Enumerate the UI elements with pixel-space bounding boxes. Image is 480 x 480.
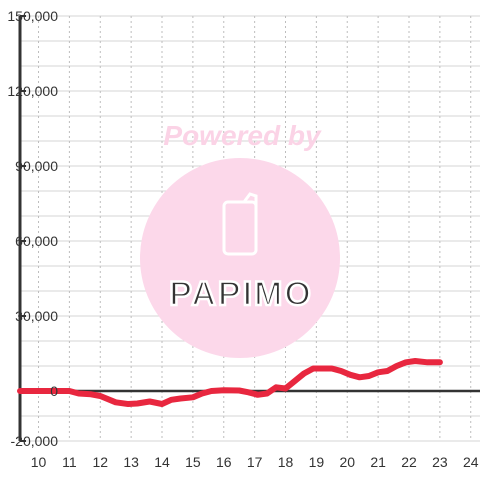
x-tick-label: 20 bbox=[339, 454, 355, 470]
y-tick-label: -20,000 bbox=[11, 433, 59, 449]
x-tick-label: 24 bbox=[463, 454, 479, 470]
papimo-watermark: Powered by PAPIMO bbox=[140, 120, 340, 358]
watermark-brand: PAPIMO bbox=[169, 275, 313, 313]
x-tick-label: 16 bbox=[216, 454, 232, 470]
y-tick-label: 30,000 bbox=[15, 308, 58, 324]
x-tick-label: 13 bbox=[123, 454, 139, 470]
y-tick-label: 60,000 bbox=[15, 233, 58, 249]
x-tick-label: 22 bbox=[401, 454, 417, 470]
x-tick-label: 10 bbox=[31, 454, 47, 470]
series-line bbox=[17, 358, 443, 407]
y-tick-label: 120,000 bbox=[7, 83, 58, 99]
x-tick-label: 14 bbox=[154, 454, 170, 470]
x-tick-label: 17 bbox=[247, 454, 263, 470]
y-tick-labels: -20,000 0 30,000 60,000 90,000 120,000 150,000 bbox=[7, 8, 58, 449]
series-layer bbox=[17, 358, 443, 407]
y-tick-label: 90,000 bbox=[15, 158, 58, 174]
y-tick-label: 0 bbox=[50, 383, 58, 399]
x-tick-label: 23 bbox=[432, 454, 448, 470]
watermark-circle bbox=[140, 158, 340, 358]
phone-icon bbox=[222, 192, 258, 256]
x-tick-labels: 10 11 12 13 14 15 16 17 18 19 20 21 22 23 24 bbox=[31, 454, 479, 470]
y-tick-label: 150,000 bbox=[7, 8, 58, 24]
x-tick-label: 12 bbox=[92, 454, 108, 470]
x-tick-label: 11 bbox=[62, 454, 77, 470]
x-tick-label: 21 bbox=[370, 454, 386, 470]
x-tick-label: 18 bbox=[278, 454, 294, 470]
x-tick-label: 15 bbox=[185, 454, 201, 470]
grid-lines bbox=[20, 15, 480, 442]
x-tick-label: 19 bbox=[309, 454, 325, 470]
watermark-tagline: Powered by bbox=[163, 120, 322, 151]
